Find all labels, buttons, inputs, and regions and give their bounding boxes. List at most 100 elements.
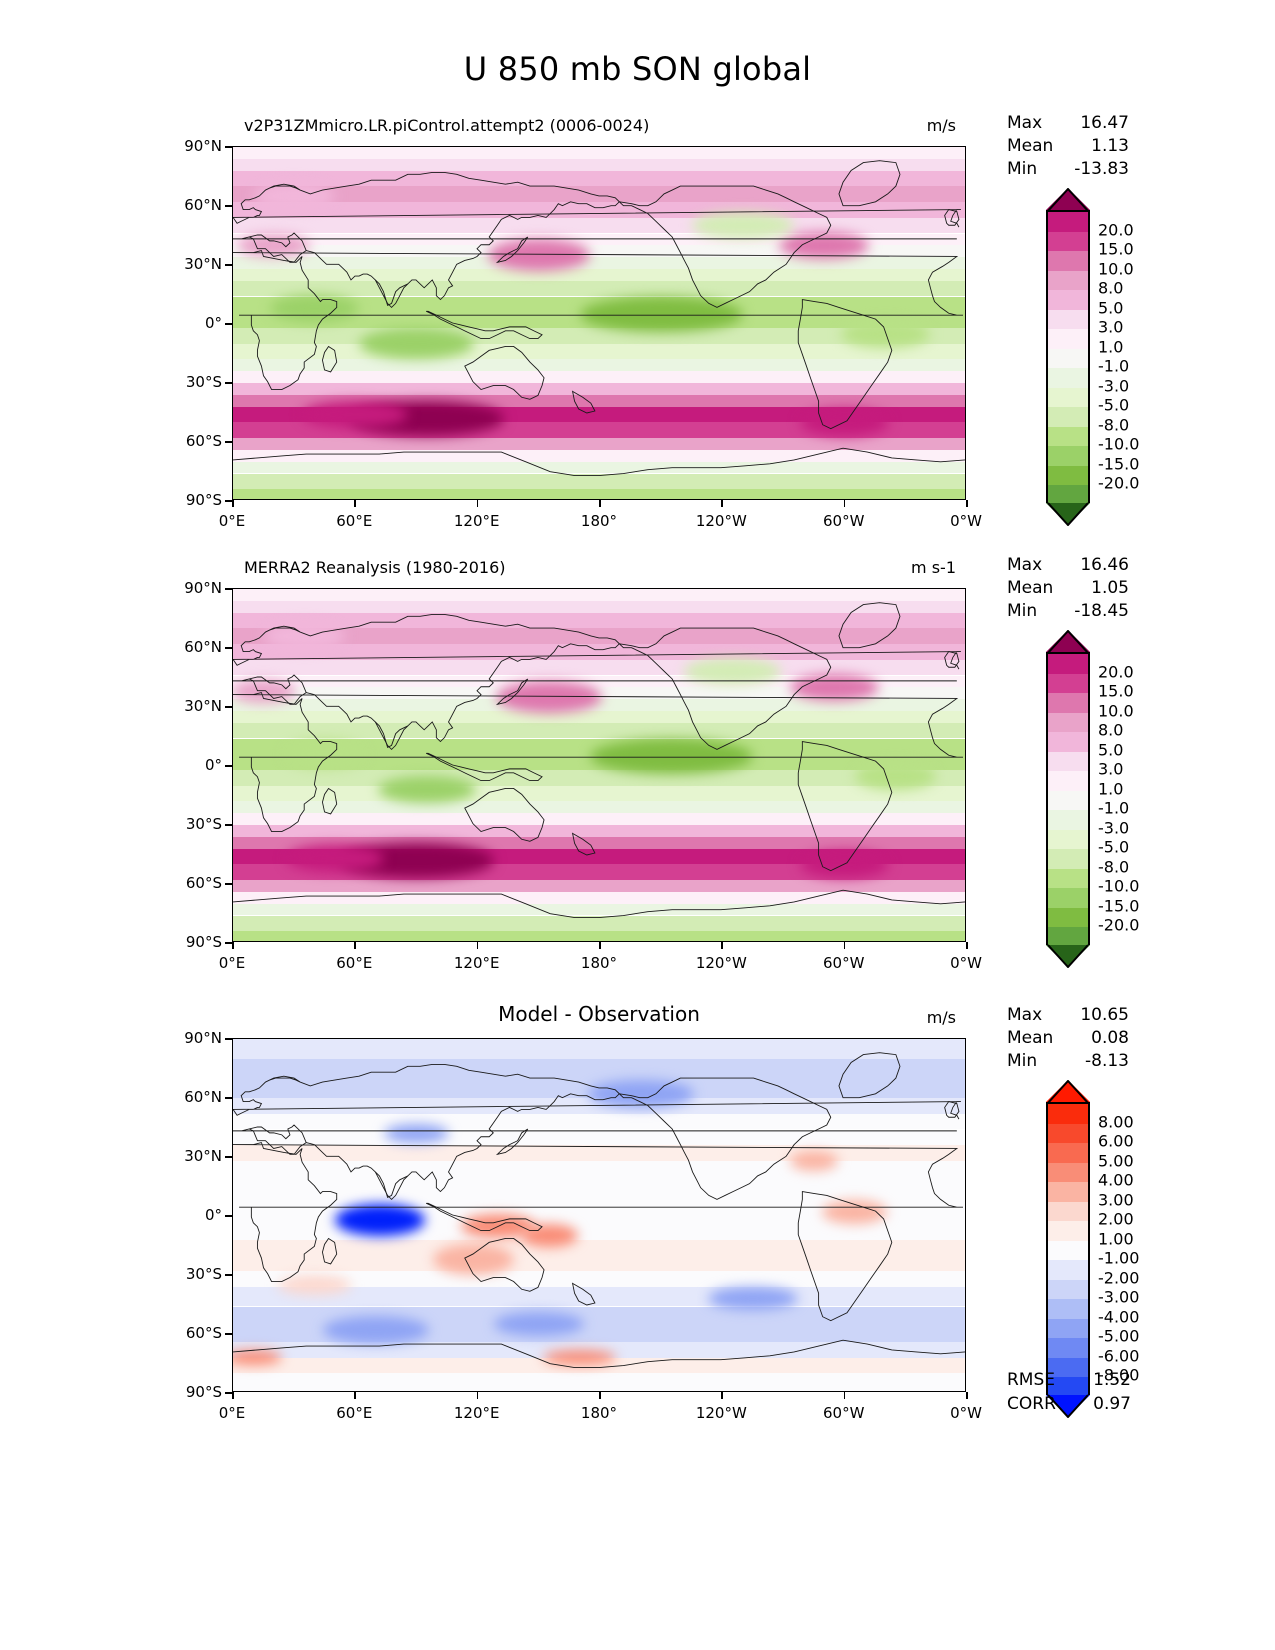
field-band: [233, 473, 965, 490]
y-tickmark: [225, 146, 232, 148]
x-tick-label: 0°E: [218, 954, 246, 972]
y-tick-label: 90°N: [184, 137, 222, 155]
x-tickmark: [354, 500, 356, 507]
y-tick-label: 30°S: [185, 1265, 222, 1283]
x-tickmark: [232, 942, 234, 949]
field-band: [233, 825, 965, 837]
coastline-overlay: [233, 160, 965, 476]
colorbar-tick-label: 20.0: [1098, 220, 1134, 239]
y-tickmark: [225, 1274, 232, 1276]
map-difference[interactable]: [232, 1038, 966, 1392]
y-tickmark: [225, 706, 232, 708]
colorbar-segment: [1048, 290, 1088, 310]
y-tickmark: [225, 883, 232, 885]
field-band: [233, 644, 965, 660]
colorbar-segment: [1048, 1377, 1088, 1397]
x-tickmark: [354, 942, 356, 949]
stat-mean-label: Mean: [1007, 1028, 1054, 1048]
field-band: [233, 891, 965, 904]
x-tickmark: [599, 942, 601, 949]
colorbar-max-arrow: [1046, 1080, 1090, 1102]
stat-min: Min -8.13: [1007, 1050, 1129, 1073]
field-band: [233, 438, 965, 450]
y-tickmark: [225, 382, 232, 384]
field-band: [233, 836, 965, 849]
x-tick-label: 0°W: [950, 954, 982, 972]
stat-mean: Mean 0.08: [1007, 1027, 1129, 1050]
colorbar-segment: [1048, 673, 1088, 693]
x-tickmark: [843, 1392, 846, 1399]
stats-observation: Max 16.46 Mean 1.05 Min -18.45: [1007, 554, 1129, 623]
colorbar-segment: [1048, 927, 1088, 947]
colorbar-tick-label: -3.00: [1098, 1287, 1140, 1307]
y-tickmark: [225, 441, 232, 443]
coastline-overlay: [233, 602, 965, 918]
y-tick-label: 0°: [204, 314, 222, 332]
x-tick-label: 0°W: [950, 1404, 982, 1422]
field-band: [233, 628, 965, 644]
colorbar-segment: [1048, 368, 1088, 388]
field-anomaly: [322, 1316, 429, 1344]
colorbar-segment: [1048, 251, 1088, 271]
field-band: [233, 202, 965, 218]
colorbar-tick-label: -15.0: [1098, 896, 1140, 915]
field-band: [233, 699, 965, 711]
map-observation[interactable]: [232, 588, 966, 942]
field-anomaly: [496, 681, 602, 713]
scores-difference: RMSE 1.52 CORR 0.97: [1007, 1368, 1131, 1416]
field-anomaly: [377, 775, 476, 804]
y-tick-label: 30°N: [184, 697, 222, 715]
field-band: [233, 1271, 965, 1287]
field-band: [233, 489, 965, 499]
field-anomaly: [253, 182, 335, 210]
x-tickmark: [966, 500, 968, 507]
field-band: [233, 801, 965, 814]
field-anomaly: [432, 1243, 515, 1275]
y-tick-label: 30°S: [185, 373, 222, 391]
colorbar-min-arrow: [1046, 1394, 1090, 1417]
y-tick-label: 90°N: [184, 579, 222, 597]
y-tickmark: [225, 765, 232, 767]
map-model[interactable]: [232, 146, 966, 500]
colorbar-tick-label: -20.0: [1098, 915, 1140, 935]
colorbar-segment: [1048, 1338, 1088, 1358]
field-band: [233, 675, 965, 688]
x-tick-label: 180°: [580, 512, 618, 530]
field-band: [233, 1255, 965, 1271]
x-tickmark: [599, 1392, 601, 1399]
y-tickmark: [225, 942, 232, 944]
field-band: [233, 186, 965, 202]
field-anomaly: [789, 1151, 839, 1171]
colorbar-min-arrow: [1046, 944, 1090, 967]
colorbar-min-arrow-outline: [1047, 501, 1089, 526]
stat-min-label: Min: [1007, 601, 1038, 621]
stats-difference: Max 10.65 Mean 0.08 Min -8.13: [1007, 1004, 1129, 1073]
x-tick-label: 60°W: [822, 1404, 865, 1422]
colorbar-min-arrow-outline: [1047, 1393, 1089, 1418]
colorbar-tick-label: -3.0: [1098, 376, 1130, 395]
y-tickmark: [225, 1333, 232, 1335]
colorbar-segment: [1048, 751, 1088, 771]
x-tick-label: 0°E: [218, 1404, 246, 1422]
colorbar-segment: [1048, 888, 1088, 908]
colorbar-tick-label: 3.0: [1098, 759, 1124, 779]
x-tickmark: [476, 500, 479, 507]
field-anomaly: [579, 296, 743, 332]
field-band: [233, 659, 965, 676]
field-anomaly: [302, 400, 409, 429]
field-band: [233, 915, 965, 932]
field-anomaly: [269, 294, 360, 322]
colorbar-labels: 20.0 15.0 10.0 8.0 5.0 3.0 1.0 -1.0 -3.0 -5.0 -8.0…: [1098, 188, 1188, 525]
stat-mean: Mean 1.13: [1007, 135, 1129, 158]
colorbar-tick-label: -4.00: [1098, 1307, 1140, 1326]
colorbar-tick-label: 8.0: [1098, 278, 1124, 298]
y-tickmark: [225, 1392, 232, 1394]
y-tickmark: [225, 588, 232, 590]
colorbar-labels: 8.00 6.00 5.00 4.00 3.00 2.00 1.00 -1.00 -2.00 -3…: [1098, 1080, 1188, 1417]
colorbar-segment: [1048, 790, 1088, 810]
x-tickmark: [966, 942, 968, 949]
y-tick-label: 90°S: [185, 491, 222, 509]
colorbar-tick-label: -1.00: [1098, 1248, 1140, 1268]
field-band: [233, 589, 965, 601]
